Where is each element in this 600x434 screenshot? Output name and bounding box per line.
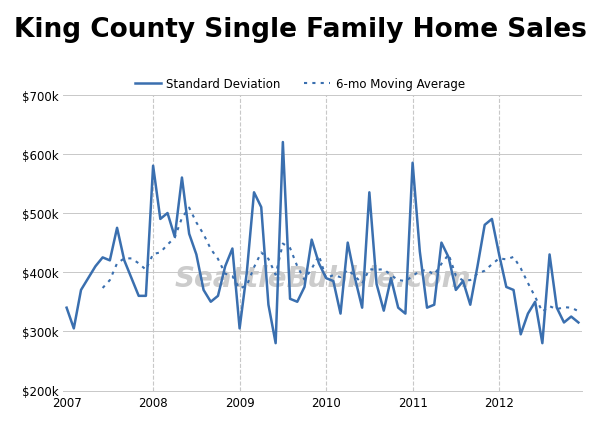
Text: King County Single Family Home Sales: King County Single Family Home Sales xyxy=(14,17,586,43)
Text: SeattleBubble.com: SeattleBubble.com xyxy=(174,264,471,293)
Legend: Standard Deviation, 6-mo Moving Average: Standard Deviation, 6-mo Moving Average xyxy=(130,73,470,95)
